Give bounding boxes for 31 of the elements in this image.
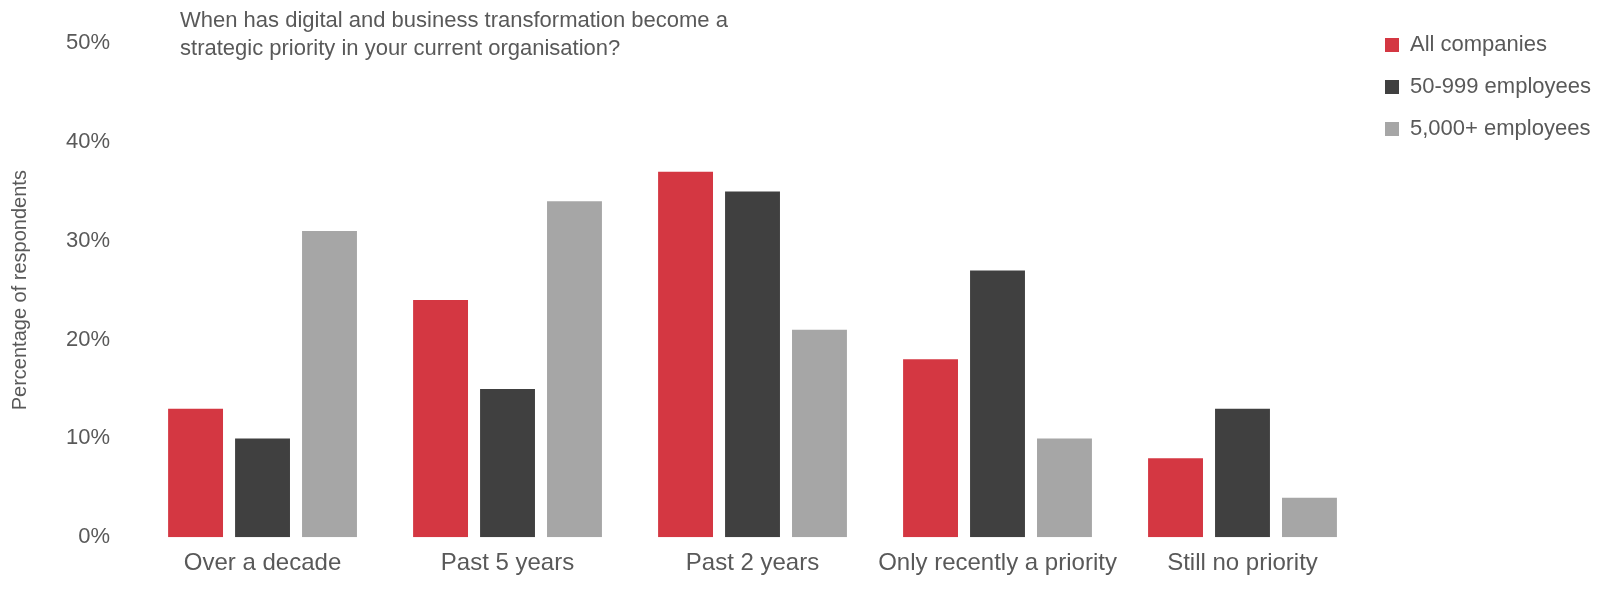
y-tick-label: 40% — [65, 128, 111, 154]
x-tick-label: Still no priority — [1167, 548, 1318, 576]
bar — [1148, 458, 1203, 538]
y-tick-label: 0% — [78, 523, 111, 549]
bar — [413, 300, 469, 538]
legend-label: 5,000+ employees — [1409, 115, 1591, 141]
bar — [903, 359, 958, 538]
chart-title: When has digital and business transformation become a strategic priority in your current organisation? — [180, 7, 729, 61]
legend-label: 50-999 employees — [1409, 73, 1592, 99]
x-tick-label: Past 2 years — [685, 548, 820, 576]
bar — [480, 389, 535, 538]
bar — [725, 191, 780, 538]
bar — [1215, 408, 1270, 538]
y-tick-label: 20% — [65, 325, 111, 351]
bar — [1037, 438, 1092, 538]
bar — [235, 438, 290, 538]
bar — [792, 329, 847, 538]
bar — [658, 171, 713, 538]
y-tick-label: 30% — [65, 226, 111, 252]
bar — [970, 270, 1025, 538]
y-axis-title: Percentage of respondents — [7, 170, 30, 411]
bar — [302, 230, 357, 538]
bar — [168, 408, 224, 538]
bar — [1282, 497, 1337, 538]
x-tick-label: Only recently a priority — [878, 548, 1117, 576]
x-tick-label: Past 5 years — [440, 548, 575, 576]
y-tick-label: 10% — [65, 424, 111, 450]
x-tick-label: Over a decade — [183, 548, 342, 576]
legend-label: All companies — [1409, 31, 1547, 57]
bar — [547, 201, 602, 538]
y-tick-label: 50% — [65, 29, 111, 55]
